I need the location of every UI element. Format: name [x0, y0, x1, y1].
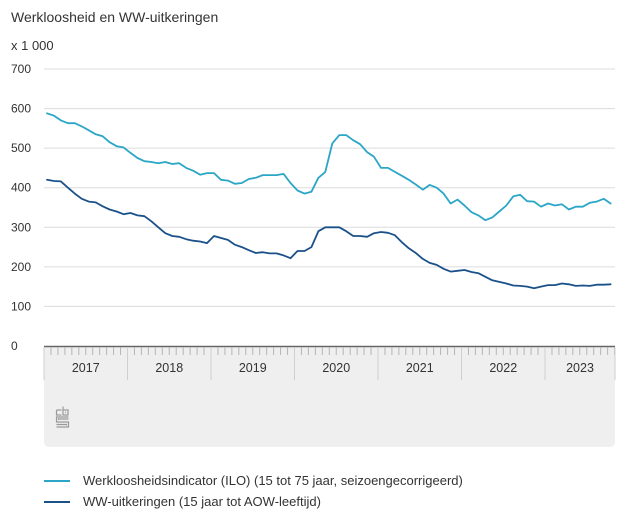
legend-label-ww: WW-uitkeringen (15 jaar tot AOW-leeftijd… — [83, 494, 321, 509]
y-tick-label: 200 — [11, 260, 31, 274]
chart-title: Werkloosheid en WW-uitkeringen — [11, 9, 219, 25]
y-tick-label: 700 — [11, 62, 31, 76]
legend-item-ilo[interactable]: Werkloosheidsindicator (ILO) (15 tot 75 … — [44, 470, 463, 491]
x-axis-ticks: 2017 2018 2019 2020 2021 2022 2023 — [43, 347, 616, 380]
legend-item-ww[interactable]: WW-uitkeringen (15 jaar tot AOW-leeftijd… — [44, 491, 463, 512]
y-tick-label: 300 — [11, 220, 31, 234]
x-tick-label: 2018 — [155, 361, 183, 375]
x-tick-label: 2023 — [566, 361, 594, 375]
series-line-ww — [46, 178, 612, 290]
legend-swatch-ww — [44, 500, 70, 503]
legend-swatch-ilo — [44, 479, 70, 482]
gridlines — [44, 68, 615, 307]
x-tick-label: 2019 — [239, 361, 267, 375]
x-tick-label: 2017 — [72, 361, 100, 375]
legend: Werkloosheidsindicator (ILO) (15 tot 75 … — [44, 470, 463, 512]
x-axis-panel — [44, 346, 615, 447]
y-unit-label: x 1 000 — [11, 38, 54, 53]
series-line-ilo — [46, 112, 612, 222]
y-tick-label: 600 — [11, 102, 31, 116]
series-lines — [46, 112, 612, 290]
y-tick-label: 400 — [11, 181, 31, 195]
x-tick-label: 2022 — [489, 361, 517, 375]
y-tick-label: 0 — [11, 339, 18, 353]
legend-label-ilo: Werkloosheidsindicator (ILO) (15 tot 75 … — [83, 473, 463, 488]
y-axis-ticks: 0 100 200 300 400 500 600 700 — [11, 62, 31, 353]
cbs-logo-icon — [55, 406, 70, 428]
x-tick-label: 2021 — [406, 361, 434, 375]
x-tick-label: 2020 — [322, 361, 350, 375]
y-tick-label: 500 — [11, 141, 31, 155]
y-tick-label: 100 — [11, 299, 31, 313]
